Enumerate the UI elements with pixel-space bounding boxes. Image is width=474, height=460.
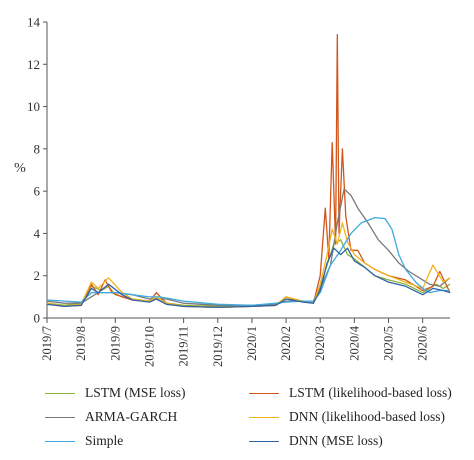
series-line-lstm-likelihood-based-loss — [46, 34, 451, 309]
y-tick-label: 4 — [34, 226, 41, 241]
legend-swatch-simple — [45, 440, 75, 442]
legend-item-dnn-mse: DNN (MSE loss) — [249, 433, 383, 449]
x-tick-label: 2020/3 — [313, 326, 327, 361]
x-axis: 2019/7 2019/8 2019/9 2019/10 2019/11 2019/12 2… — [40, 317, 450, 367]
series-line-dnn-likelihood-based-loss — [46, 222, 451, 309]
legend-item-dnn-likelihood: DNN (likelihood-based loss) — [249, 409, 445, 425]
legend-label-dnn-likelihood: DNN (likelihood-based loss) — [289, 409, 445, 424]
x-tick-label: 2020/6 — [416, 326, 430, 361]
x-tick-label: 2020/5 — [382, 326, 396, 361]
legend-item-lstm-mse: LSTM (MSE loss) — [45, 385, 186, 401]
x-tick-label: 2019/10 — [142, 326, 156, 367]
x-tick-label: 2019/11 — [177, 326, 191, 367]
legend-item-lstm-likelihood: LSTM (likelihood-based loss) — [249, 385, 452, 401]
y-tick-label: 2 — [34, 268, 41, 283]
x-tick-label: 2019/9 — [108, 326, 122, 361]
x-tick-label: 2019/12 — [211, 326, 225, 367]
legend-label-lstm-mse: LSTM (MSE loss) — [85, 385, 186, 400]
legend-label-arma-garch: ARMA-GARCH — [85, 409, 178, 424]
legend-swatch-dnn-likelihood — [249, 416, 279, 418]
legend-label-lstm-likelihood: LSTM (likelihood-based loss) — [289, 385, 452, 400]
x-tick-label: 2020/1 — [245, 326, 259, 361]
legend-label-simple: Simple — [85, 433, 124, 448]
x-tick-label: 2020/4 — [347, 325, 361, 360]
legend: LSTM (MSE loss) LSTM (likelihood-based l… — [0, 378, 474, 460]
legend-label-dnn-mse: DNN (MSE loss) — [289, 433, 383, 448]
legend-swatch-dnn-mse — [249, 440, 279, 442]
y-tick-label: 0 — [34, 311, 41, 326]
y-tick-label: 8 — [34, 141, 41, 156]
series-line-dnn-mse-loss — [46, 247, 451, 309]
series-line-simple — [46, 216, 450, 306]
legend-swatch-lstm-likelihood — [249, 392, 279, 394]
y-tick-label: 12 — [27, 57, 40, 72]
series-line-arma-garch — [46, 188, 451, 306]
legend-item-arma-garch: ARMA-GARCH — [45, 409, 177, 425]
y-tick-label: 6 — [34, 184, 41, 199]
legend-swatch-arma-garch — [45, 416, 75, 418]
y-tick-label: 14 — [27, 15, 41, 30]
x-tick-label: 2020/2 — [279, 326, 293, 361]
y-axis-label: % — [14, 161, 26, 176]
x-tick-label: 2019/8 — [74, 326, 88, 361]
legend-item-simple: Simple — [45, 433, 123, 449]
legend-swatch-lstm-mse — [45, 392, 75, 394]
series-layer — [46, 34, 451, 309]
y-tick-label: 10 — [27, 99, 40, 114]
x-tick-label: 2019/7 — [40, 326, 54, 361]
y-axis: 0 2 4 6 8 10 12 14 — [27, 15, 48, 326]
series-line-lstm-mse-loss — [46, 239, 451, 308]
